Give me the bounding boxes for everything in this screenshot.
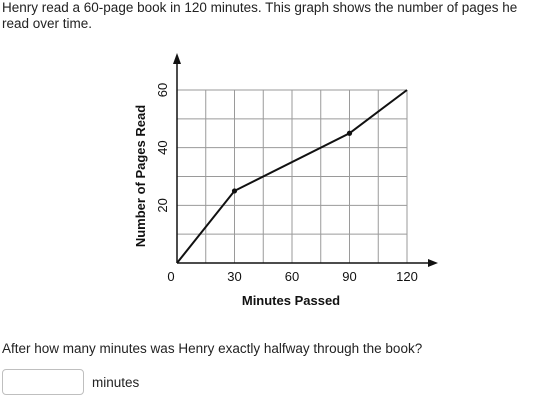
- y-axis-arrow: [173, 53, 181, 64]
- x-axis-arrow: [428, 259, 438, 267]
- series-line: [176, 89, 408, 264]
- chart-axes: [173, 53, 438, 267]
- pages-read-chart: 0 30 60 90 120 20 40 60 Minutes Passed Number o…: [133, 53, 438, 308]
- x-tick-label: 120: [396, 269, 418, 284]
- question-prompt: After how many minutes was Henry exactly…: [2, 341, 423, 356]
- y-axis-title: Number of Pages Read: [133, 105, 148, 247]
- answer-row: minutes: [2, 367, 139, 397]
- y-tick-label: 20: [155, 198, 170, 212]
- x-axis-title: Minutes Passed: [242, 293, 340, 308]
- chart-grid: [177, 89, 408, 263]
- data-point: [231, 188, 238, 194]
- x-tick-label: 60: [285, 269, 299, 284]
- answer-input[interactable]: [2, 369, 84, 395]
- y-tick-label: 60: [155, 83, 170, 97]
- x-tick-label: 0: [167, 269, 174, 284]
- question-intro: Henry read a 60-page book in 120 minutes…: [2, 0, 518, 31]
- answer-unit-label: minutes: [92, 374, 140, 390]
- chart-series: [176, 89, 408, 264]
- chart-ticks: 0 30 60 90 120 20 40 60: [155, 83, 418, 284]
- data-point: [346, 130, 353, 136]
- x-tick-label: 90: [342, 269, 356, 284]
- y-tick-label: 40: [155, 140, 170, 154]
- x-tick-label: 30: [227, 269, 241, 284]
